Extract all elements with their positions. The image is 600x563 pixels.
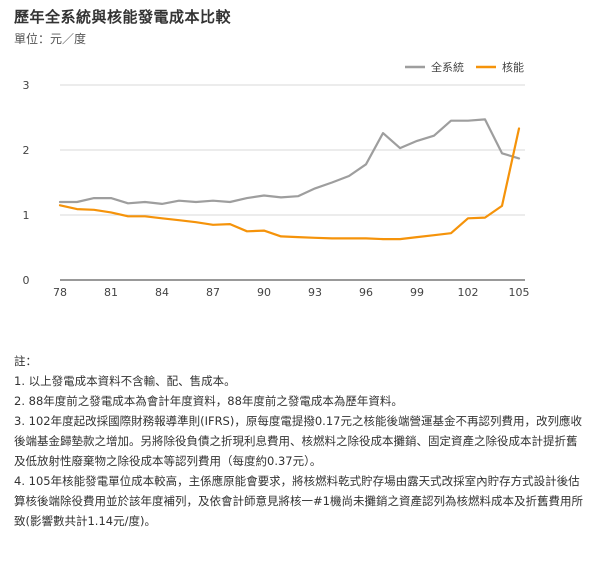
y-tick-label: 2: [23, 144, 30, 157]
legend-label-nuclear: 核能: [502, 60, 524, 74]
series-line-nuclear: [58, 127, 521, 241]
x-tick-label: 105: [509, 286, 530, 299]
chart-unit-label: 單位：元／度: [14, 32, 87, 46]
y-tick-label: 0: [23, 274, 30, 287]
notes-section: 註： 1. 以上發電成本資料不含輸、配、售成本。 2. 88年度前之發電成本為會…: [14, 351, 586, 531]
x-tick-label: 93: [308, 286, 322, 299]
x-tick-label: 81: [104, 286, 118, 299]
y-tick-label: 3: [23, 79, 30, 92]
x-tick-label: 102: [458, 286, 479, 299]
x-tick-label: 84: [155, 286, 169, 299]
note-item-3: 3. 102年度起改採國際財務報導準則(IFRS)，原每度電提撥0.17元之核能…: [14, 414, 582, 468]
line-chart: 0 1 2 3 78 81 84 87 90 93 96 99 102 105 全系統 核能: [23, 60, 530, 299]
x-tick-label: 87: [206, 286, 220, 299]
note-item-1: 1. 以上發電成本資料不含輸、配、售成本。: [14, 374, 236, 388]
x-tick-label: 78: [53, 286, 67, 299]
series-line-system: [58, 118, 521, 205]
chart-title: 歷年全系統與核能發電成本比較: [14, 8, 232, 26]
y-tick-label: 1: [23, 209, 30, 222]
x-tick-label: 96: [359, 286, 373, 299]
note-item-4: 4. 105年核能發電單位成本較高，主係應原能會要求，將核燃料乾式貯存場由露天式…: [14, 474, 583, 528]
x-tick-label: 90: [257, 286, 271, 299]
notes-heading: 註：: [14, 354, 37, 368]
x-tick-label: 99: [410, 286, 424, 299]
legend-label-system: 全系統: [431, 60, 464, 74]
note-item-2: 2. 88年度前之發電成本為會計年度資料，88年度前之發電成本為歷年資料。: [14, 394, 403, 408]
